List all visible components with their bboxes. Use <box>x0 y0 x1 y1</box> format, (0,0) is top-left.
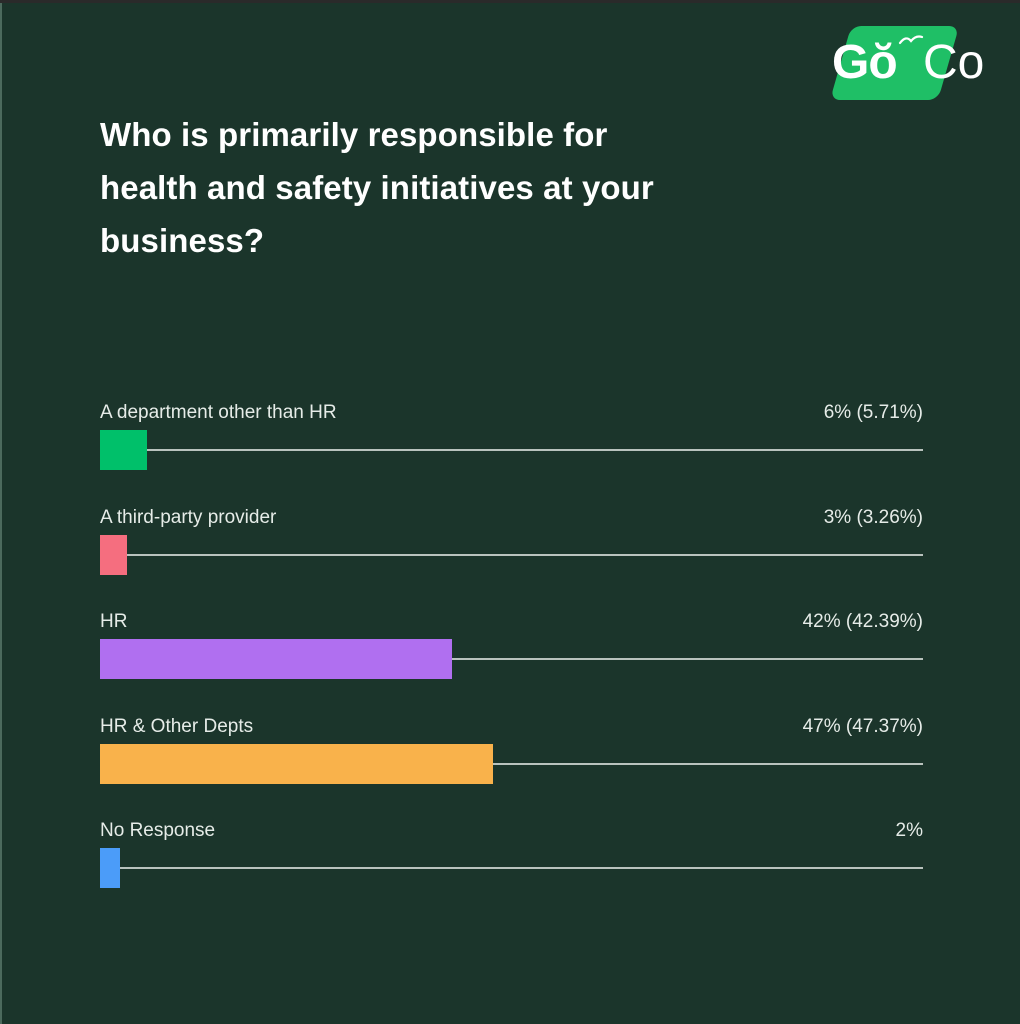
bar-value: 47% (47.37%) <box>802 716 923 737</box>
bar-track <box>100 763 923 765</box>
bar-value: 42% (42.39%) <box>802 611 923 632</box>
bar-value: 2% <box>895 820 923 841</box>
bar-label: HR <box>100 611 128 632</box>
bar-fill <box>100 744 493 784</box>
bar-label: No Response <box>100 820 216 841</box>
bar-row: HR & Other Depts 47% (47.37%) <box>100 715 923 795</box>
bar-label: A third-party provider <box>100 507 277 528</box>
bar-row: A third-party provider 3% (3.26%) <box>100 506 923 586</box>
bar-value: 3% (3.26%) <box>823 507 923 528</box>
bar-row: A department other than HR 6% (5.71%) <box>100 401 923 481</box>
bar-value: 6% (5.71%) <box>823 402 923 423</box>
top-border <box>0 0 1020 3</box>
title-line: business? <box>100 222 265 259</box>
bar-fill <box>100 848 120 888</box>
bar-row: No Response 2% <box>100 819 923 899</box>
bar-label: HR & Other Depts <box>100 716 254 737</box>
chart-title: Who is primarily responsible for health … <box>100 108 800 267</box>
bar-track <box>100 867 923 869</box>
title-line: health and safety initiatives at your <box>100 169 654 206</box>
bar-row: HR 42% (42.39%) <box>100 610 923 690</box>
logo-co-text: Co <box>923 36 985 89</box>
goco-logo: Gŏ Co <box>818 26 998 102</box>
bar-label: A department other than HR <box>100 402 337 423</box>
left-border <box>0 3 2 1024</box>
bar-track <box>100 554 923 556</box>
logo-go-text: Gŏ <box>832 36 898 89</box>
bar-fill <box>100 639 452 679</box>
logo-leaf-icon <box>898 35 924 45</box>
bar-fill <box>100 430 147 470</box>
bar-track <box>100 658 923 660</box>
title-line: Who is primarily responsible for <box>100 116 608 153</box>
bar-fill <box>100 535 127 575</box>
bar-track <box>100 449 923 451</box>
